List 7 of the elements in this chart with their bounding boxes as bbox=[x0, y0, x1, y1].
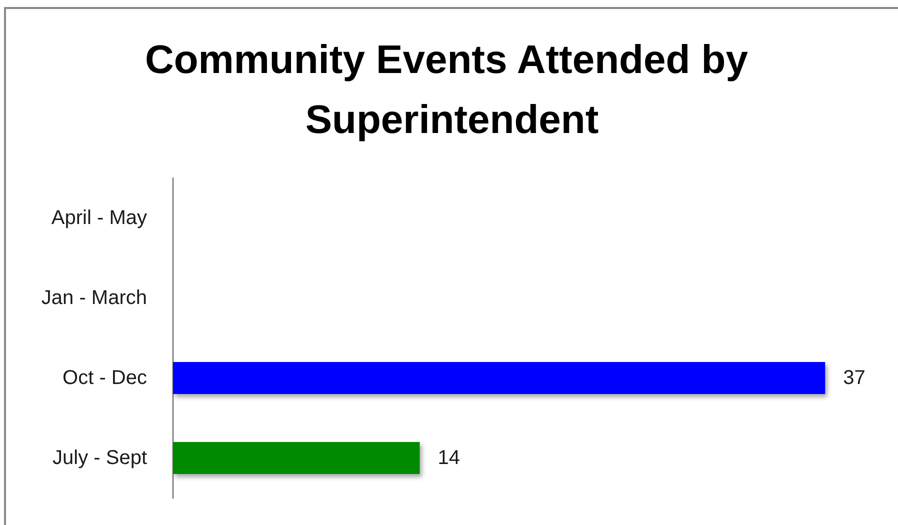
y-tick-label: July - Sept bbox=[52, 447, 148, 469]
y-tick-label: April - May bbox=[51, 207, 147, 229]
y-tick-label: Oct - Dec bbox=[62, 367, 147, 389]
data-label: 37 bbox=[843, 367, 866, 389]
chart-title: Community Events Attended by Superintendent bbox=[144, 38, 760, 142]
y-tick-label: Jan - March bbox=[41, 287, 147, 309]
data-label: 14 bbox=[438, 447, 460, 469]
